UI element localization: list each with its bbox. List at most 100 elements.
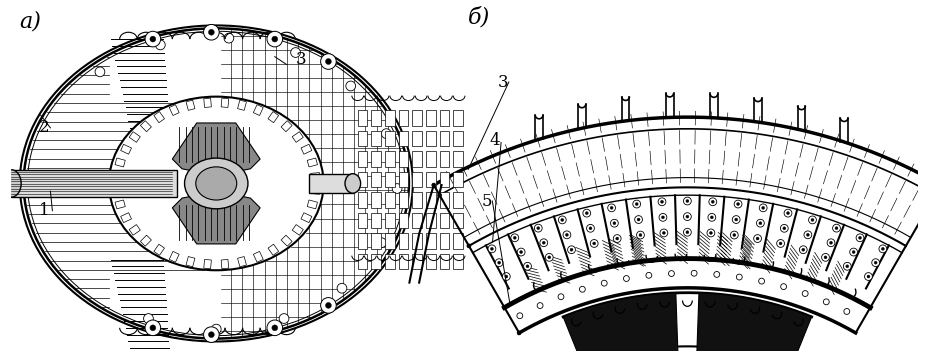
Circle shape: [638, 234, 641, 236]
Circle shape: [683, 197, 690, 205]
Circle shape: [632, 200, 640, 208]
Polygon shape: [173, 123, 260, 176]
Circle shape: [801, 248, 804, 251]
Bar: [292, 224, 303, 235]
Bar: [384, 172, 394, 187]
Circle shape: [843, 262, 850, 270]
Bar: [115, 158, 125, 167]
Bar: [453, 233, 462, 249]
Circle shape: [826, 239, 834, 247]
Circle shape: [266, 31, 282, 47]
Circle shape: [659, 229, 667, 237]
Bar: [238, 257, 246, 267]
Circle shape: [782, 227, 785, 230]
Bar: [301, 213, 312, 223]
Bar: [292, 132, 303, 142]
Circle shape: [290, 48, 300, 57]
Bar: [357, 213, 367, 228]
Circle shape: [320, 298, 336, 313]
Circle shape: [873, 261, 876, 264]
Circle shape: [565, 233, 568, 236]
Circle shape: [203, 24, 219, 40]
Circle shape: [733, 200, 741, 208]
Bar: [154, 112, 164, 123]
Bar: [203, 259, 212, 269]
Bar: [384, 254, 394, 269]
Circle shape: [615, 237, 618, 240]
Bar: [384, 131, 394, 147]
Bar: [412, 110, 421, 126]
Bar: [426, 110, 435, 126]
Circle shape: [567, 246, 574, 253]
Circle shape: [636, 231, 644, 239]
Bar: [412, 213, 421, 228]
Circle shape: [589, 240, 598, 247]
Circle shape: [376, 238, 386, 247]
Circle shape: [823, 256, 826, 259]
Circle shape: [582, 209, 590, 217]
Bar: [426, 254, 435, 269]
Circle shape: [758, 222, 761, 225]
Circle shape: [149, 325, 156, 331]
Circle shape: [634, 216, 642, 223]
Circle shape: [588, 227, 591, 230]
Bar: [453, 110, 462, 126]
Bar: [439, 151, 449, 167]
Circle shape: [662, 232, 664, 234]
Bar: [357, 131, 367, 147]
Circle shape: [467, 244, 470, 248]
Bar: [426, 192, 435, 208]
Circle shape: [822, 299, 829, 305]
Circle shape: [95, 67, 105, 77]
Ellipse shape: [109, 97, 323, 270]
Bar: [115, 200, 125, 209]
Circle shape: [203, 327, 219, 342]
Circle shape: [517, 331, 521, 335]
Text: 2: 2: [39, 119, 49, 136]
Circle shape: [548, 256, 550, 259]
Bar: [371, 192, 380, 208]
Ellipse shape: [344, 174, 360, 193]
Bar: [253, 251, 263, 262]
Circle shape: [732, 234, 735, 236]
Circle shape: [755, 237, 758, 240]
Circle shape: [710, 216, 713, 219]
Circle shape: [709, 232, 712, 234]
Bar: [140, 121, 151, 132]
Circle shape: [668, 270, 674, 276]
Circle shape: [495, 259, 502, 267]
Circle shape: [731, 216, 740, 223]
Bar: [412, 254, 421, 269]
Circle shape: [690, 270, 696, 276]
Bar: [439, 110, 449, 126]
Circle shape: [337, 283, 346, 293]
Bar: [426, 131, 435, 147]
Ellipse shape: [196, 167, 237, 200]
Bar: [371, 233, 380, 249]
Bar: [384, 192, 394, 208]
Circle shape: [831, 224, 840, 232]
Circle shape: [345, 81, 355, 91]
Bar: [439, 172, 449, 187]
Bar: [371, 254, 380, 269]
Bar: [412, 131, 421, 147]
Circle shape: [798, 246, 806, 253]
Circle shape: [856, 234, 863, 242]
Bar: [453, 213, 462, 228]
Bar: [398, 213, 408, 228]
Bar: [301, 144, 312, 154]
Circle shape: [658, 213, 666, 221]
Circle shape: [776, 240, 783, 247]
Bar: [310, 173, 319, 180]
Circle shape: [600, 280, 607, 286]
Text: 3: 3: [296, 51, 306, 68]
Bar: [398, 131, 408, 147]
Circle shape: [570, 248, 573, 251]
Circle shape: [487, 245, 496, 253]
Circle shape: [266, 320, 282, 336]
Circle shape: [711, 200, 714, 203]
Circle shape: [607, 204, 615, 212]
Circle shape: [734, 218, 737, 221]
Circle shape: [683, 228, 690, 236]
Text: б): б): [468, 6, 490, 28]
